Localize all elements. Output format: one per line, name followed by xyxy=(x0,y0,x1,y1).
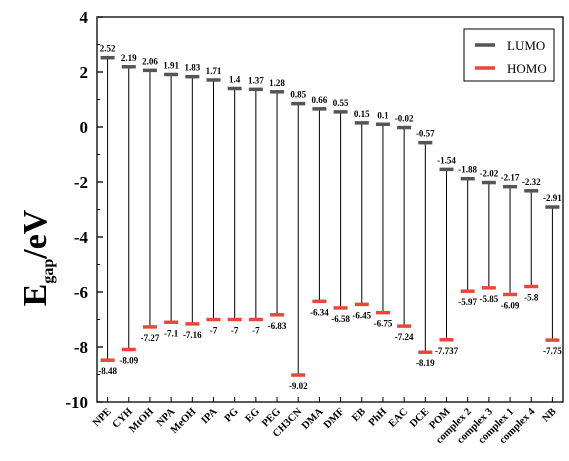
y-axis-label: Egap/eV xyxy=(17,209,57,306)
y-tick-label: 4 xyxy=(80,8,89,27)
homo-value-label: -7 xyxy=(231,326,239,336)
y-axis-label-main: E xyxy=(17,284,54,307)
x-tick-label: NB xyxy=(540,406,558,424)
homo-value-label: -7 xyxy=(210,326,218,336)
homo-value-label: -7.27 xyxy=(141,333,160,343)
x-tick-label: PhH xyxy=(367,406,389,428)
lumo-value-label: 1.71 xyxy=(206,66,222,76)
lumo-value-label: 1.4 xyxy=(229,75,241,85)
x-tick-label: EB xyxy=(350,406,368,424)
homo-value-label: -7.737 xyxy=(435,346,459,356)
lumo-value-label: 0.66 xyxy=(312,95,328,105)
x-tick-label: EAC xyxy=(387,406,410,429)
y-axis-label-unit: /eV xyxy=(17,209,54,260)
chart-marks xyxy=(100,55,560,377)
lumo-value-label: 1.83 xyxy=(184,63,200,73)
homo-value-label: -5.8 xyxy=(524,293,539,303)
lumo-value-label: -1.88 xyxy=(458,165,477,175)
homo-value-label: -8.09 xyxy=(119,355,138,365)
y-tick-label: -6 xyxy=(74,283,88,302)
x-tick-label: MtOH xyxy=(127,406,156,435)
y-tick-label: 2 xyxy=(80,63,89,82)
homo-value-label: -5.85 xyxy=(479,294,498,304)
lumo-value-label: -2.02 xyxy=(479,169,498,179)
legend-box xyxy=(463,28,555,82)
lumo-value-label: 1.28 xyxy=(269,78,285,88)
lumo-value-label: 2.06 xyxy=(142,56,158,66)
lumo-value-label: 0.85 xyxy=(290,90,306,100)
homo-value-label: -7 xyxy=(252,326,260,336)
homo-value-label: -7.16 xyxy=(183,330,202,340)
lumo-value-label: -0.02 xyxy=(395,114,414,124)
lumo-value-label: 0.15 xyxy=(354,109,370,119)
lumo-value-label: -0.57 xyxy=(416,129,435,139)
y-tick-label: 0 xyxy=(80,118,89,137)
y-axis-label-subscript: gap xyxy=(40,259,57,284)
homo-value-label: -6.58 xyxy=(331,314,350,324)
data-labels: 2.52 -8.48 2.19 -8.09 2.06 -7.27 1.91 -7.1 1.83 -… xyxy=(98,44,562,391)
x-tick-label: IPA xyxy=(200,406,220,426)
y-tick-label: -10 xyxy=(65,393,88,412)
lumo-value-label: -2.17 xyxy=(501,173,520,183)
x-tick-label: PG xyxy=(223,406,241,424)
homo-value-label: -7.1 xyxy=(164,328,179,338)
homo-value-label: -7.75 xyxy=(543,346,562,356)
lumo-value-label: 2.19 xyxy=(121,53,137,63)
legend: LUMO HOMO xyxy=(463,28,555,82)
homo-value-label: -6.34 xyxy=(310,307,329,317)
y-tick-label: -4 xyxy=(74,228,89,247)
x-tick-label: NPE xyxy=(91,406,114,429)
homo-value-label: -6.45 xyxy=(352,310,371,320)
homo-value-label: -6.09 xyxy=(501,300,520,310)
x-tick-label: DMA xyxy=(300,406,326,432)
lumo-value-label: -2.91 xyxy=(543,193,562,203)
homo-value-label: -9.02 xyxy=(289,381,308,391)
y-tick-label: -8 xyxy=(74,338,88,357)
lumo-value-label: 1.91 xyxy=(163,60,179,70)
homo-value-label: -8.19 xyxy=(416,358,435,368)
homo-value-label: -8.48 xyxy=(98,366,117,376)
lumo-value-label: -2.32 xyxy=(522,177,541,187)
homo-value-label: -5.97 xyxy=(458,297,477,307)
homo-value-label: -6.83 xyxy=(268,321,287,331)
homo-value-label: -7.24 xyxy=(395,332,414,342)
legend-label: HOMO xyxy=(507,61,547,76)
lumo-value-label: 2.52 xyxy=(100,44,116,54)
lumo-value-label: -1.54 xyxy=(437,155,456,165)
y-tick-label: -2 xyxy=(74,173,88,192)
legend-label: LUMO xyxy=(507,38,545,53)
lumo-value-label: 1.37 xyxy=(248,75,264,85)
lumo-value-label: 0.1 xyxy=(377,110,389,120)
x-tick-label: DCE xyxy=(408,406,431,429)
x-tick-label: DMF xyxy=(322,406,347,431)
homo-value-label: -6.75 xyxy=(374,319,393,329)
lumo-value-label: 0.55 xyxy=(333,98,349,108)
